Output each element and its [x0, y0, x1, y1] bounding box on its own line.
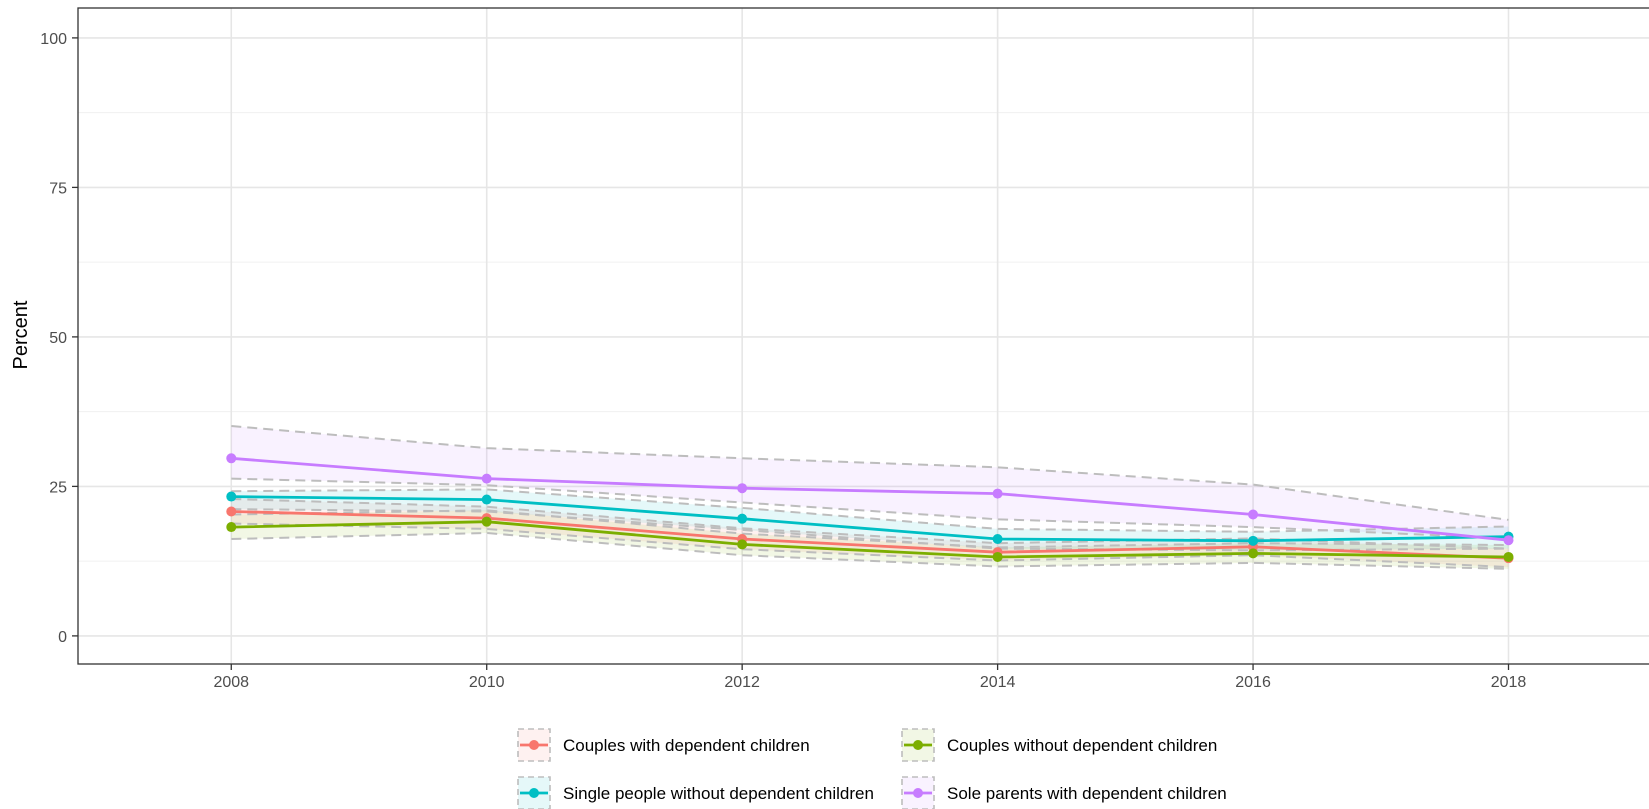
series-points [226, 453, 1514, 564]
series-line [231, 495, 1509, 543]
x-tick-label: 2010 [469, 674, 505, 691]
confidence-band [231, 499, 1509, 568]
y-tick-label: 25 [49, 479, 67, 496]
data-point [226, 506, 237, 517]
data-point [481, 473, 492, 484]
data-point [737, 483, 748, 494]
confidence-bound-line [231, 531, 1509, 570]
x-tick-label: 2018 [1491, 674, 1527, 691]
plot-border [77, 7, 1649, 665]
confidence-bound-line [231, 488, 1509, 533]
data-point [737, 539, 748, 550]
data-point [226, 453, 237, 464]
data-point [1503, 535, 1514, 546]
legend-label: Couples with dependent children [563, 736, 810, 755]
y-tick-label: 0 [58, 629, 67, 646]
x-axis: 2008 2010 2012 2014 2016 2018 [213, 664, 1526, 691]
legend-key-point [529, 788, 539, 798]
legend-key-point [529, 740, 539, 750]
legend-key-point [913, 740, 923, 750]
data-point [1248, 535, 1259, 546]
series-line [231, 510, 1509, 560]
data-point [992, 551, 1003, 562]
data-point [1248, 548, 1259, 559]
x-tick-label: 2008 [213, 674, 249, 691]
data-point [1248, 509, 1259, 520]
data-point [737, 513, 748, 524]
y-axis-title: Percent [10, 300, 32, 369]
legend-item: Sole parents with dependent children [901, 776, 1227, 809]
confidence-bound-line [231, 425, 1509, 521]
legend-item: Couples with dependent children [517, 728, 810, 762]
data-point [1503, 551, 1514, 562]
data-point [481, 516, 492, 527]
legend-label: Couples without dependent children [947, 736, 1217, 755]
y-tick-label: 100 [40, 31, 67, 48]
legend-label: Single people without dependent children [563, 784, 874, 803]
legend-item: Single people without dependent children [517, 776, 874, 809]
y-tick-label: 75 [49, 180, 67, 197]
x-tick-label: 2016 [1235, 674, 1271, 691]
legend-item: Couples without dependent children [901, 728, 1217, 762]
series-lines [231, 456, 1509, 560]
y-tick-label: 50 [49, 330, 67, 347]
data-point [481, 494, 492, 505]
data-point [226, 491, 237, 502]
legend-label: Sole parents with dependent children [947, 784, 1227, 803]
data-point [226, 522, 237, 533]
series-line [231, 456, 1509, 542]
x-tick-label: 2012 [724, 674, 760, 691]
series-line [231, 520, 1509, 559]
confidence-bound-line [231, 477, 1509, 540]
legend: Couples with dependent children Couples w… [517, 728, 1227, 809]
confidence-bound-line [231, 522, 1509, 569]
data-point [992, 534, 1003, 545]
grid-lines [78, 8, 1649, 664]
x-tick-label: 2014 [980, 674, 1016, 691]
legend-key-point [913, 788, 923, 798]
y-axis: 0 25 50 75 100 [40, 31, 78, 646]
data-point [992, 488, 1003, 499]
